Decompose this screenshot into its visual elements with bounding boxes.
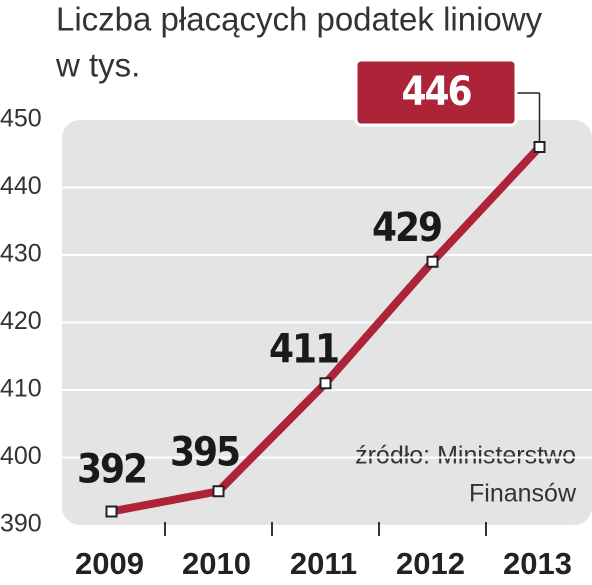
data-label: 395 [170, 429, 239, 475]
point-marker [212, 485, 225, 498]
value-label-box [354, 58, 518, 127]
data-label: 429 [372, 205, 441, 251]
point-marker [105, 505, 118, 518]
point-marker [533, 141, 546, 153]
y-tick-label: 400 [0, 442, 42, 470]
y-tick-label: 390 [0, 510, 42, 538]
point-marker [426, 255, 439, 268]
y-tick-label: 430 [0, 240, 42, 268]
y-tick-label: 440 [0, 172, 42, 200]
x-tick-label: 2013 [503, 546, 572, 581]
y-tick-label: 450 [0, 105, 42, 133]
data-label: 446 [401, 69, 471, 115]
chart-title: w tys. [55, 47, 140, 84]
x-tick-label: 2009 [75, 546, 144, 581]
source-note: źródło: Ministerstwo [355, 442, 576, 470]
y-tick-label: 420 [0, 307, 42, 335]
data-label: 411 [269, 326, 338, 372]
x-tick-label: 2012 [396, 546, 465, 581]
point-marker [319, 377, 332, 390]
x-tick-label: 2010 [182, 546, 251, 581]
chart-title: Liczba płacących podatek liniowy [56, 1, 543, 38]
y-tick-label: 410 [0, 375, 42, 403]
source-note: Finansów [469, 480, 577, 508]
x-tick-label: 2011 [290, 546, 357, 581]
data-label: 392 [77, 447, 146, 493]
